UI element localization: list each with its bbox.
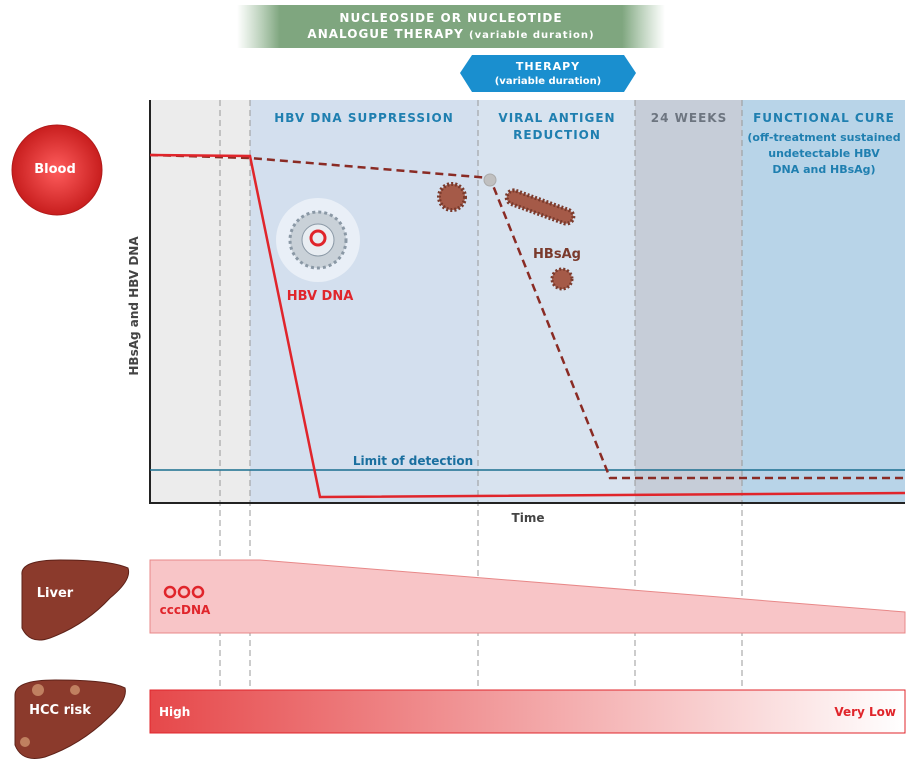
limit-label: Limit of detection — [353, 454, 473, 468]
phase-note: undetectable HBV — [768, 147, 880, 160]
banner-bg — [237, 5, 665, 48]
phase-title: VIRAL ANTIGEN — [498, 111, 615, 125]
therapy-note: (variable duration) — [495, 76, 602, 87]
hcc-high: High — [159, 705, 190, 719]
therapy-title: THERAPY — [516, 60, 580, 73]
blood-label: Blood — [34, 162, 76, 177]
ring — [163, 585, 177, 599]
y-axis-label: HBsAg and HBV DNA — [127, 236, 141, 376]
hcc-label: HCC risk — [29, 703, 91, 718]
dna — [309, 229, 327, 247]
hbv-dna-label: HBV DNA — [287, 289, 354, 304]
phase-title: HBV DNA SUPPRESSION — [274, 111, 454, 125]
cccdna-label: cccDNA — [160, 603, 211, 617]
banner-line: ANALOGUE THERAPY — [307, 27, 463, 41]
therapy-bg — [460, 55, 636, 92]
particle — [550, 267, 574, 291]
liver-icon — [21, 559, 130, 641]
phase-title: REDUCTION — [513, 128, 601, 142]
phase-bg — [635, 100, 742, 503]
banner-line: NUCLEOSIDE OR NUCLEOTIDE — [339, 11, 562, 25]
hcc-risk-bar — [149, 689, 906, 734]
liver-label: Liver — [37, 586, 74, 601]
particle — [483, 173, 497, 187]
hbv-virus — [276, 198, 360, 282]
ring — [177, 585, 191, 599]
tumor — [70, 685, 80, 695]
phase-note: (off-treatment sustained — [747, 131, 900, 144]
phase-bg — [150, 100, 250, 503]
phase-title: 24 WEEKS — [651, 111, 727, 125]
blood-icon — [11, 124, 103, 216]
cccdna-band — [149, 559, 906, 634]
hcc-liver-icon — [14, 679, 126, 759]
tumor — [20, 737, 30, 747]
ring — [191, 585, 205, 599]
hbsag-particles — [437, 173, 576, 291]
phase-bg — [478, 100, 635, 503]
tumor — [32, 684, 44, 696]
phase-title: FUNCTIONAL CURE — [753, 111, 895, 125]
cccdna-icon — [163, 585, 205, 599]
hbsag-label: HBsAg — [533, 247, 581, 262]
x-axis-label: Time — [512, 511, 545, 525]
particle — [437, 182, 467, 212]
phase-note: DNA and HBsAg) — [772, 163, 875, 176]
hcc-low: Very Low — [834, 705, 896, 719]
phase-bg — [742, 100, 905, 503]
core — [301, 223, 335, 257]
hbv-dna-line — [149, 153, 906, 499]
banner-note: (variable duration) — [469, 30, 595, 41]
particle — [504, 188, 576, 226]
banner-line: ANALOGUE THERAPY (variable duration) — [307, 27, 594, 41]
